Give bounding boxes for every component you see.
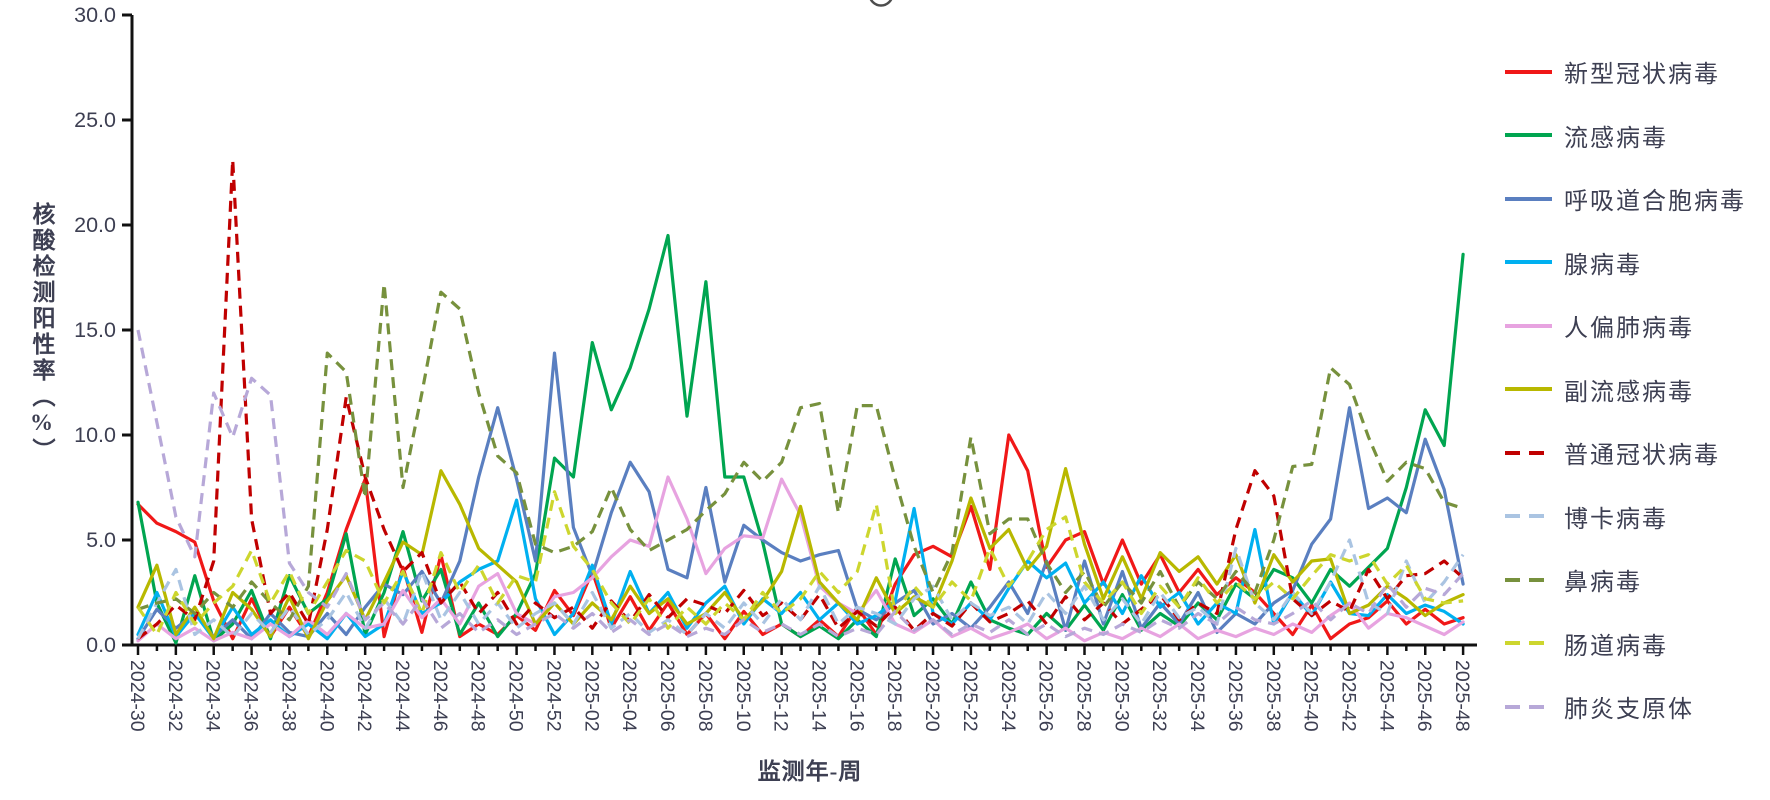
series-line-呼吸道合胞病毒 xyxy=(136,351,1465,641)
x-tick-label: 2024-42 xyxy=(353,660,375,732)
legend-item-腺病毒: 腺病毒 xyxy=(1505,231,1746,295)
x-tick-label: 2024-46 xyxy=(429,660,451,732)
legend-item-鼻病毒: 鼻病毒 xyxy=(1505,548,1746,612)
legend-swatch xyxy=(1505,514,1552,519)
y-tick-label: 25.0 xyxy=(74,108,116,132)
x-tick-label: 2025-36 xyxy=(1224,660,1246,732)
x-tick-label: 2025-24 xyxy=(997,660,1019,732)
x-tick-label: 2024-36 xyxy=(240,660,262,732)
x-tick-label: 2025-26 xyxy=(1035,660,1057,732)
legend-item-副流感病毒: 副流感病毒 xyxy=(1505,358,1746,422)
series-line-新型冠状病毒 xyxy=(136,433,1465,641)
series-line-博卡病毒 xyxy=(136,538,1465,640)
legend-item-人偏肺病毒: 人偏肺病毒 xyxy=(1505,294,1746,358)
legend-label: 普通冠状病毒 xyxy=(1564,443,1720,470)
x-tick-label: 2025-34 xyxy=(1186,660,1208,732)
legend-label: 呼吸道合胞病毒 xyxy=(1564,189,1746,216)
x-tick-label: 2024-44 xyxy=(391,660,413,732)
x-tick-label: 2024-50 xyxy=(505,660,527,732)
x-tick-label: 2024-52 xyxy=(542,660,564,732)
x-axis-ticks: 2024-30 2024-32 2024-34 2024-36 2024-38 2024-… xyxy=(126,645,1473,732)
legend: 新型冠状病毒 流感病毒呼吸道合胞病毒 腺病毒人偏肺病毒副流感病毒普通冠状病毒 博卡病毒… xyxy=(1505,40,1746,739)
legend-label: 肠道病毒 xyxy=(1564,633,1668,660)
x-tick-label: 2024-32 xyxy=(164,660,186,732)
legend-label: 腺病毒 xyxy=(1564,252,1642,279)
x-tick-label: 2024-40 xyxy=(315,660,337,732)
y-tick-label: 5.0 xyxy=(86,528,116,552)
x-tick-label: 2025-48 xyxy=(1451,660,1473,732)
legend-swatch xyxy=(1505,133,1552,138)
x-tick-label: 2025-44 xyxy=(1375,660,1397,732)
legend-label: 博卡病毒 xyxy=(1564,506,1668,533)
legend-swatch xyxy=(1505,387,1552,392)
x-tick-label: 2024-30 xyxy=(126,660,148,732)
x-tick-label: 2025-22 xyxy=(959,660,981,732)
x-tick-label: 2025-02 xyxy=(580,660,602,732)
series-line-普通冠状病毒 xyxy=(137,158,1465,640)
x-tick-label: 2025-20 xyxy=(921,660,943,732)
x-tick-label: 2025-08 xyxy=(694,660,716,732)
legend-label: 鼻病毒 xyxy=(1564,570,1642,597)
x-tick-label: 2025-30 xyxy=(1110,660,1132,732)
y-tick-label: 15.0 xyxy=(74,318,116,342)
y-tick-label: 0.0 xyxy=(86,633,116,657)
legend-label: 流感病毒 xyxy=(1564,125,1668,152)
legend-label: 人偏肺病毒 xyxy=(1564,316,1694,343)
legend-label: 副流感病毒 xyxy=(1564,379,1694,406)
x-tick-label: 2025-12 xyxy=(770,660,792,732)
legend-item-肺炎支原体: 肺炎支原体 xyxy=(1505,675,1746,739)
x-tick-label: 2024-34 xyxy=(202,660,224,732)
legend-swatch xyxy=(1505,196,1552,201)
x-tick-label: 2025-16 xyxy=(845,660,867,732)
legend-item-呼吸道合胞病毒: 呼吸道合胞病毒 xyxy=(1505,167,1746,231)
x-tick-label: 2024-48 xyxy=(467,660,489,732)
legend-swatch xyxy=(1505,704,1552,709)
x-tick-label: 2025-06 xyxy=(656,660,678,732)
y-axis-label: 核酸检测阳性率（%） xyxy=(29,202,54,464)
legend-item-普通冠状病毒: 普通冠状病毒 xyxy=(1505,421,1746,485)
x-tick-label: 2025-46 xyxy=(1413,660,1435,732)
x-tick-label: 2025-28 xyxy=(1073,660,1095,732)
series-line-鼻病毒 xyxy=(137,282,1464,622)
y-axis-ticks: 0.0 5.0 10.0 15.0 20.0 25.0 30.0 xyxy=(74,3,132,657)
legend-swatch xyxy=(1505,641,1552,646)
legend-swatch xyxy=(1505,450,1552,455)
x-tick-label: 2025-14 xyxy=(807,660,829,732)
series-line-人偏肺病毒 xyxy=(136,475,1465,643)
legend-item-博卡病毒: 博卡病毒 xyxy=(1505,485,1746,549)
legend-item-流感病毒: 流感病毒 xyxy=(1505,104,1746,168)
x-tick-label: 2025-40 xyxy=(1300,660,1322,732)
legend-swatch xyxy=(1505,260,1552,265)
legend-item-肠道病毒: 肠道病毒 xyxy=(1505,612,1746,676)
x-tick-label: 2025-32 xyxy=(1148,660,1170,732)
x-tick-label: 2025-42 xyxy=(1338,660,1360,732)
partial-circle-glyph xyxy=(869,0,893,7)
series-line-肠道病毒 xyxy=(136,490,1464,637)
series-line-肺炎支原体 xyxy=(136,329,1465,639)
legend-swatch xyxy=(1505,69,1552,74)
y-tick-label: 10.0 xyxy=(74,423,116,447)
legend-swatch xyxy=(1505,577,1552,582)
x-tick-label: 2024-38 xyxy=(277,660,299,732)
x-tick-label: 2025-04 xyxy=(618,660,640,732)
y-tick-label: 20.0 xyxy=(74,213,116,237)
axes xyxy=(130,15,1477,647)
x-tick-label: 2025-38 xyxy=(1262,660,1284,732)
x-tick-label: 2025-18 xyxy=(883,660,905,732)
legend-item-新型冠状病毒: 新型冠状病毒 xyxy=(1505,40,1746,104)
legend-swatch xyxy=(1505,323,1552,328)
y-tick-label: 30.0 xyxy=(74,3,116,27)
legend-label: 肺炎支原体 xyxy=(1564,697,1694,724)
x-tick-label: 2025-10 xyxy=(732,660,754,732)
legend-label: 新型冠状病毒 xyxy=(1564,62,1720,89)
x-axis-caption: 监测年-周 xyxy=(757,759,863,784)
